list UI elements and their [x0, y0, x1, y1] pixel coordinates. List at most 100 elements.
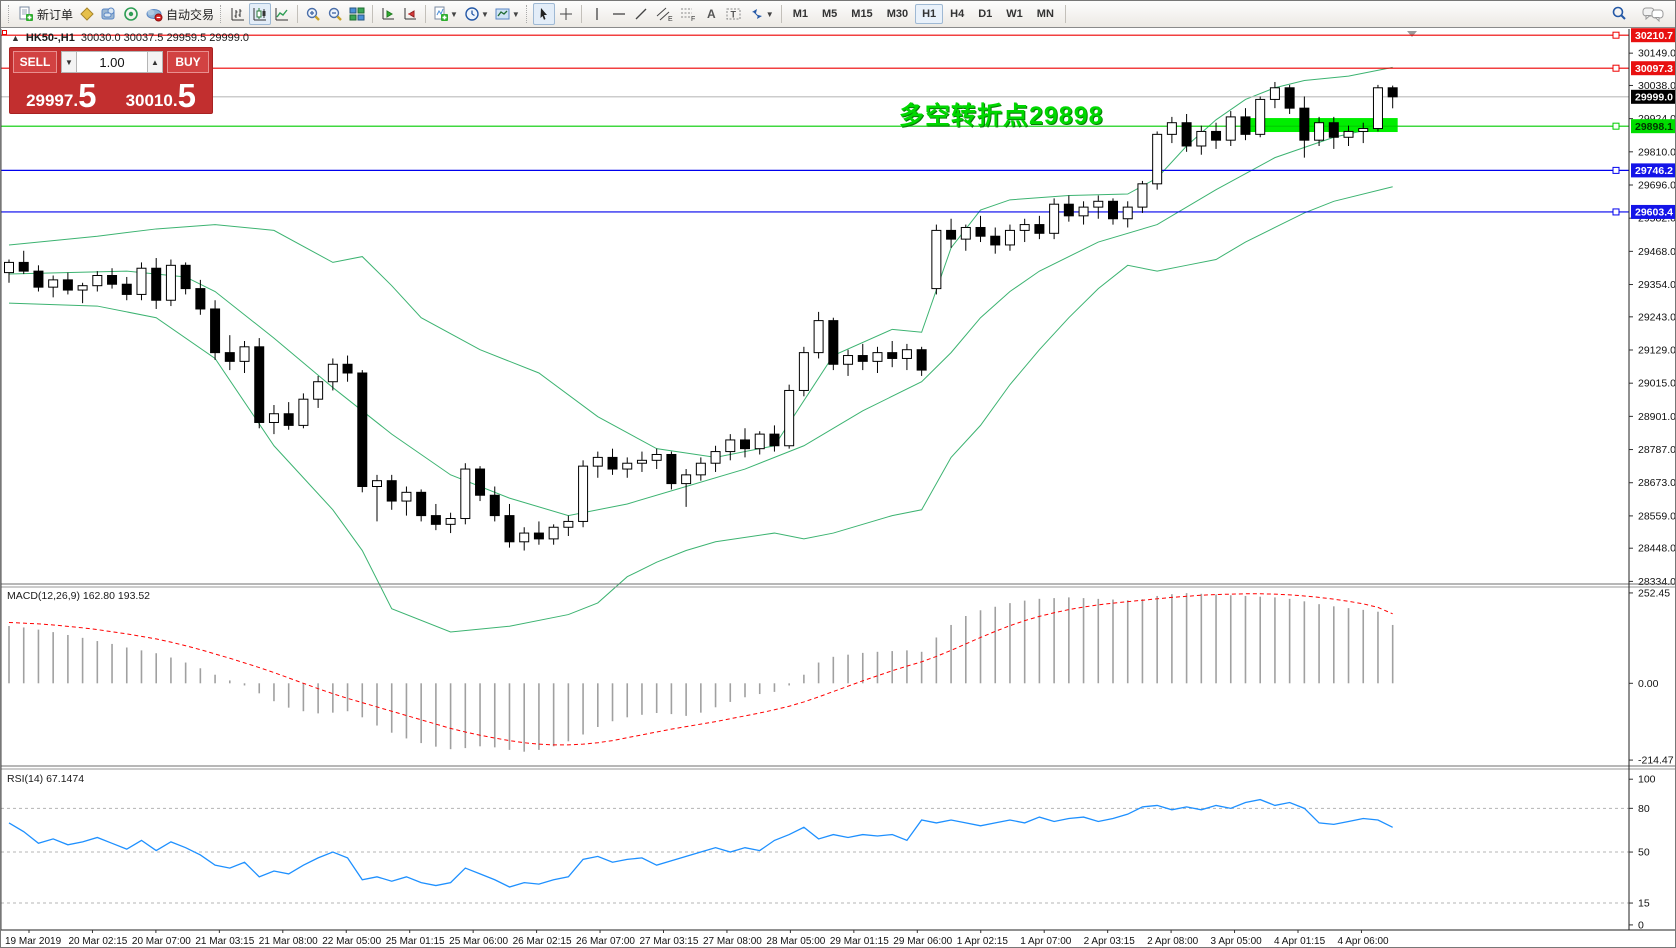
- line-chart-icon: [275, 8, 289, 21]
- price-badge-label: 29898.1: [1635, 121, 1673, 133]
- buy-price-display[interactable]: 30010. 5: [112, 76, 209, 112]
- time-axis-label: 25 Mar 06:00: [449, 936, 508, 947]
- level-line-handle[interactable]: [1612, 208, 1620, 216]
- candle-body: [151, 267, 162, 301]
- chart-ohlc-values: 30030.0 30037.5 29959.5 29999.0: [80, 32, 250, 44]
- buy-button[interactable]: BUY: [167, 51, 209, 73]
- time-axis-label: 29 Mar 06:00: [893, 936, 952, 947]
- timeframe-h1-button[interactable]: H1: [915, 4, 944, 24]
- level-line-handle[interactable]: [1612, 64, 1620, 72]
- candle-body: [489, 494, 500, 517]
- volume-input[interactable]: 1.00: [77, 51, 147, 73]
- candle-body: [725, 439, 736, 453]
- candle-body: [460, 468, 471, 520]
- text-button[interactable]: A: [700, 3, 722, 25]
- search-button[interactable]: [1607, 3, 1631, 25]
- equidistant-channel-button[interactable]: E: [652, 3, 676, 25]
- chart-shift-button[interactable]: [399, 3, 421, 25]
- timeframe-h4-button[interactable]: H4: [950, 8, 965, 20]
- timeframe-w1-button[interactable]: W1: [1006, 8, 1023, 20]
- volume-increase-button[interactable]: ▲: [147, 51, 163, 73]
- candle-body: [33, 270, 44, 288]
- text-label-button[interactable]: T: [722, 3, 746, 25]
- candle-body: [636, 459, 647, 464]
- candle-body: [1078, 206, 1089, 217]
- new-chart-button[interactable]: [76, 3, 98, 25]
- arrows-button[interactable]: ▼: [746, 3, 777, 25]
- trade-panel-controls: SELL ▼ 1.00 ▲ BUY: [13, 51, 209, 73]
- time-axis-label: 4 Apr 06:00: [1337, 936, 1389, 947]
- time-axis-label: 20 Mar 02:15: [68, 936, 127, 947]
- timeframe-mn-button[interactable]: MN: [1036, 8, 1054, 20]
- candle-body: [195, 288, 206, 310]
- candle-body: [592, 456, 603, 467]
- market-watch-button[interactable]: [98, 3, 120, 25]
- bar-chart-button[interactable]: [227, 3, 249, 25]
- trendline-button[interactable]: [630, 3, 652, 25]
- indicators-button[interactable]: ▼: [430, 3, 461, 25]
- level-line-handle[interactable]: [1612, 31, 1620, 39]
- periods-button[interactable]: ▼: [461, 3, 492, 25]
- candle-body: [283, 413, 294, 426]
- fibonacci-button[interactable]: F: [676, 3, 700, 25]
- candle-body: [533, 532, 544, 540]
- toolbar-separator: [372, 5, 374, 23]
- new-order-button[interactable]: 新订单: [15, 3, 76, 25]
- price-badge-label: 30097.3: [1635, 63, 1673, 75]
- candle-body: [18, 261, 29, 272]
- dropdown-caret-icon: ▼: [450, 9, 458, 19]
- chat-button[interactable]: [1639, 3, 1667, 25]
- chart-shift-icon: [404, 8, 417, 20]
- panel-collapse-icon[interactable]: ▲: [11, 33, 20, 43]
- auto-scroll-icon: [382, 8, 395, 20]
- line-chart-button[interactable]: [271, 3, 293, 25]
- cursor-button[interactable]: [532, 3, 555, 25]
- level-line-handle[interactable]: [1612, 166, 1620, 174]
- ea-signal-button[interactable]: [120, 3, 142, 25]
- auto-scroll-button[interactable]: [377, 3, 399, 25]
- candle-body: [563, 520, 574, 528]
- ea-signal-icon: [124, 7, 138, 21]
- price-tick-label: 28334.0: [1638, 576, 1676, 588]
- timeframe-m30-button[interactable]: M30: [886, 8, 909, 20]
- price-tick-label: 29696.0: [1638, 179, 1676, 191]
- time-axis-label: 19 Mar 2019: [5, 936, 62, 947]
- volume-decrease-button[interactable]: ▼: [61, 51, 77, 73]
- candle-body: [1358, 128, 1369, 132]
- zoom-in-button[interactable]: [302, 3, 324, 25]
- price-axis[interactable]: 30149.030038.029924.029810.029696.029582…: [1629, 28, 1676, 588]
- sell-price-display[interactable]: 29997. 5: [13, 76, 110, 112]
- time-axis-label: 4 Apr 01:15: [1274, 936, 1326, 947]
- timeframe-m1-button[interactable]: M1: [792, 8, 808, 20]
- candlestick-chart-button[interactable]: [249, 3, 272, 25]
- price-tick-label: 28787.0: [1638, 444, 1676, 456]
- candle-body: [695, 462, 706, 476]
- timeframe-m15-button[interactable]: M15: [851, 8, 873, 20]
- candle-body: [666, 453, 677, 485]
- cursor-icon: [540, 8, 547, 20]
- timeframe-d1-button[interactable]: D1: [978, 8, 993, 20]
- rsi-indicator-label: RSI(14) 67.1474: [7, 773, 85, 785]
- time-axis[interactable]: 19 Mar 2019 20 Mar 02:15 20 Mar 07:00 21 Ma…: [5, 930, 1389, 947]
- vertical-line-button[interactable]: [586, 3, 608, 25]
- level-line-handle[interactable]: [1612, 122, 1620, 130]
- crosshair-button[interactable]: [555, 3, 577, 25]
- sell-button[interactable]: SELL: [13, 51, 57, 73]
- timeframe-m5-button[interactable]: M5: [822, 8, 838, 20]
- macd-axis-label: 0.00: [1638, 678, 1659, 690]
- price-tick-label: 29468.0: [1638, 246, 1676, 258]
- price-tick-label: 29354.0: [1638, 279, 1676, 291]
- rsi-line: [8, 798, 1393, 888]
- time-axis-label: 3 Apr 05:00: [1211, 936, 1263, 947]
- templates-button[interactable]: ▼: [492, 3, 523, 25]
- autotrade-button[interactable]: 自动交易: [142, 3, 217, 25]
- tile-windows-button[interactable]: [346, 3, 368, 25]
- dropdown-caret-icon: ▼: [480, 9, 489, 19]
- candle-body: [769, 433, 780, 447]
- price-badge-label: 29999.0: [1635, 92, 1673, 104]
- horizontal-line-button[interactable]: [608, 3, 630, 25]
- rsi-axis-label: 50: [1638, 847, 1650, 859]
- chart-shift-marker-icon[interactable]: [1407, 31, 1417, 37]
- zoom-out-button[interactable]: [324, 3, 346, 25]
